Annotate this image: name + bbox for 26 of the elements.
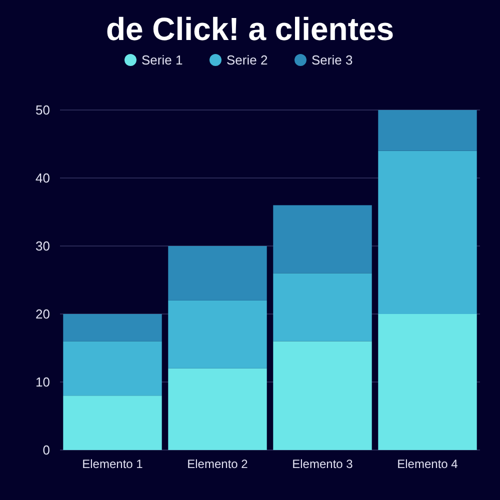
legend-label: Serie 3	[312, 52, 353, 68]
bar	[168, 246, 267, 300]
y-tick-label: 20	[36, 306, 50, 322]
bar	[378, 150, 477, 314]
bar	[63, 396, 162, 450]
y-tick-label: 30	[36, 238, 50, 254]
bar	[168, 368, 267, 450]
bar	[273, 273, 372, 342]
bar	[63, 341, 162, 396]
bar	[63, 314, 162, 342]
bar	[273, 341, 372, 450]
x-tick-label: Elemento 2	[187, 457, 248, 471]
bar	[168, 300, 267, 368]
bar	[378, 314, 477, 450]
y-tick-label: 40	[36, 170, 50, 186]
chart-title: de Click! a clientes	[106, 11, 394, 47]
bar	[378, 110, 477, 151]
y-tick-label: 50	[36, 102, 50, 118]
y-tick-label: 10	[36, 374, 50, 390]
x-tick-label: Elemento 4	[397, 457, 458, 471]
x-tick-label: Elemento 1	[82, 457, 144, 471]
legend-label: Serie 2	[226, 52, 268, 68]
x-tick-label: Elemento 3	[292, 457, 354, 471]
bar	[273, 205, 372, 274]
legend-label: Serie 1	[142, 52, 183, 68]
y-tick-label: 0	[42, 442, 50, 458]
